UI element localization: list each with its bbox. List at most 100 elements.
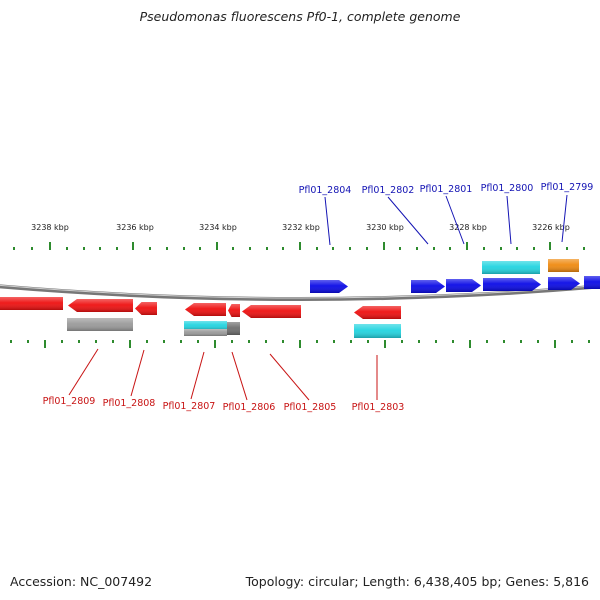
upper-scale-tick [549,242,551,250]
reverse-gene-shade [0,297,63,310]
lower-scale-tick [265,340,267,343]
upper-scale-tick [566,247,568,250]
lower-gene-label: Pfl01_2808 [103,398,156,409]
upper-scale-tick [383,242,385,250]
upper-scale-tick [49,242,51,250]
upper-scale-tick [416,247,418,250]
scale-label: 3228 kbp [449,223,487,232]
feature-gray-shade [227,322,240,335]
upper-scale-tick [399,247,401,250]
upper-scale-tick [216,242,218,250]
lower-gene-label: Pfl01_2807 [163,401,216,412]
lower-scale-tick [129,340,131,348]
feature-orange [548,259,579,272]
feature-gray [184,329,227,336]
lower-scale-tick [163,340,165,343]
upper-scale-tick [166,247,168,250]
forward-gene [411,280,445,293]
lower-scale-tick [418,340,420,343]
lower-scale-tick [333,340,335,343]
scale-label: 3236 kbp [116,223,154,232]
upper-scale-tick [349,247,351,250]
upper-scale-tick [13,247,15,250]
feature-orange-shade [548,259,579,272]
reverse-gene [228,304,240,317]
feature-cyan-shade [184,321,227,330]
lower-scale-tick [367,340,369,343]
reverse-gene [354,306,401,319]
upper-scale-tick [316,247,318,250]
upper-scale-tick [183,247,185,250]
lower-scale-tick [78,340,80,343]
scale-label: 3238 kbp [31,223,69,232]
lower-scale-tick [146,340,148,343]
lower-scale-tick [435,340,437,343]
reverse-gene [242,305,301,318]
scale-label: 3234 kbp [199,223,237,232]
genome-summary: Topology: circular; Length: 6,438,405 bp… [245,574,589,589]
lower-scale-tick [486,340,488,343]
genome-backbone [0,284,600,301]
forward-gene-shade [483,278,541,291]
lower-scale-tick [231,340,233,343]
lower-gene-leader-line [130,349,145,397]
lower-scale-tick [571,340,573,343]
upper-scale-tick [583,247,585,250]
lower-scale-tick [197,340,199,343]
upper-scale-tick [199,247,201,250]
upper-scale-tick [282,247,284,250]
feature-gray-shade [67,318,133,331]
forward-gene [548,277,580,290]
upper-scale-tick [149,247,151,250]
upper-scale-tick [116,247,118,250]
reverse-gene-shade [228,304,240,317]
feature-gray [227,322,240,335]
upper-scale-tick [466,242,468,250]
upper-gene-leader-line [324,196,331,246]
reverse-gene [135,302,157,315]
feature-gray [67,318,133,331]
feature-cyan-shade [354,324,401,338]
accession-label: Accession: NC_007492 [10,574,153,589]
upper-scale-tick [83,247,85,250]
reverse-gene-shade [242,305,301,318]
upper-scale-tick [132,242,134,250]
feature-cyan-shade [482,261,540,274]
lower-gene-leader-line [190,351,205,400]
lower-scale-tick [112,340,114,343]
scale-label: 3226 kbp [532,223,570,232]
upper-gene-label: Pfl01_2802 [362,185,415,196]
scale-label: 3230 kbp [366,223,404,232]
lower-scale-tick [384,340,386,348]
forward-gene [584,276,600,289]
lower-scale-tick [248,340,250,343]
feature-cyan [482,261,540,274]
upper-scale-tick [332,247,334,250]
forward-gene [483,278,541,291]
upper-scale-tick [533,247,535,250]
upper-scale-tick [433,247,435,250]
reverse-gene [68,299,133,312]
upper-scale-tick [483,247,485,250]
lower-gene-leader-line [269,353,310,401]
lower-scale-tick [452,340,454,343]
upper-scale-tick [232,247,234,250]
lower-gene-label: Pfl01_2805 [284,402,337,413]
upper-scale-tick [266,247,268,250]
lower-scale-tick [554,340,556,348]
upper-gene-label: Pfl01_2799 [541,182,594,193]
upper-scale-tick [500,247,502,250]
forward-gene [310,280,348,293]
upper-scale-tick [99,247,101,250]
feature-gray-shade [184,329,227,336]
lower-scale-tick [350,340,352,343]
lower-scale-tick [214,340,216,348]
reverse-gene-shade [135,302,157,315]
upper-gene-label: Pfl01_2801 [420,184,473,195]
lower-scale-tick [180,340,182,343]
scale-label: 3232 kbp [282,223,320,232]
reverse-gene-shade [354,306,401,319]
lower-scale-tick [10,340,12,343]
